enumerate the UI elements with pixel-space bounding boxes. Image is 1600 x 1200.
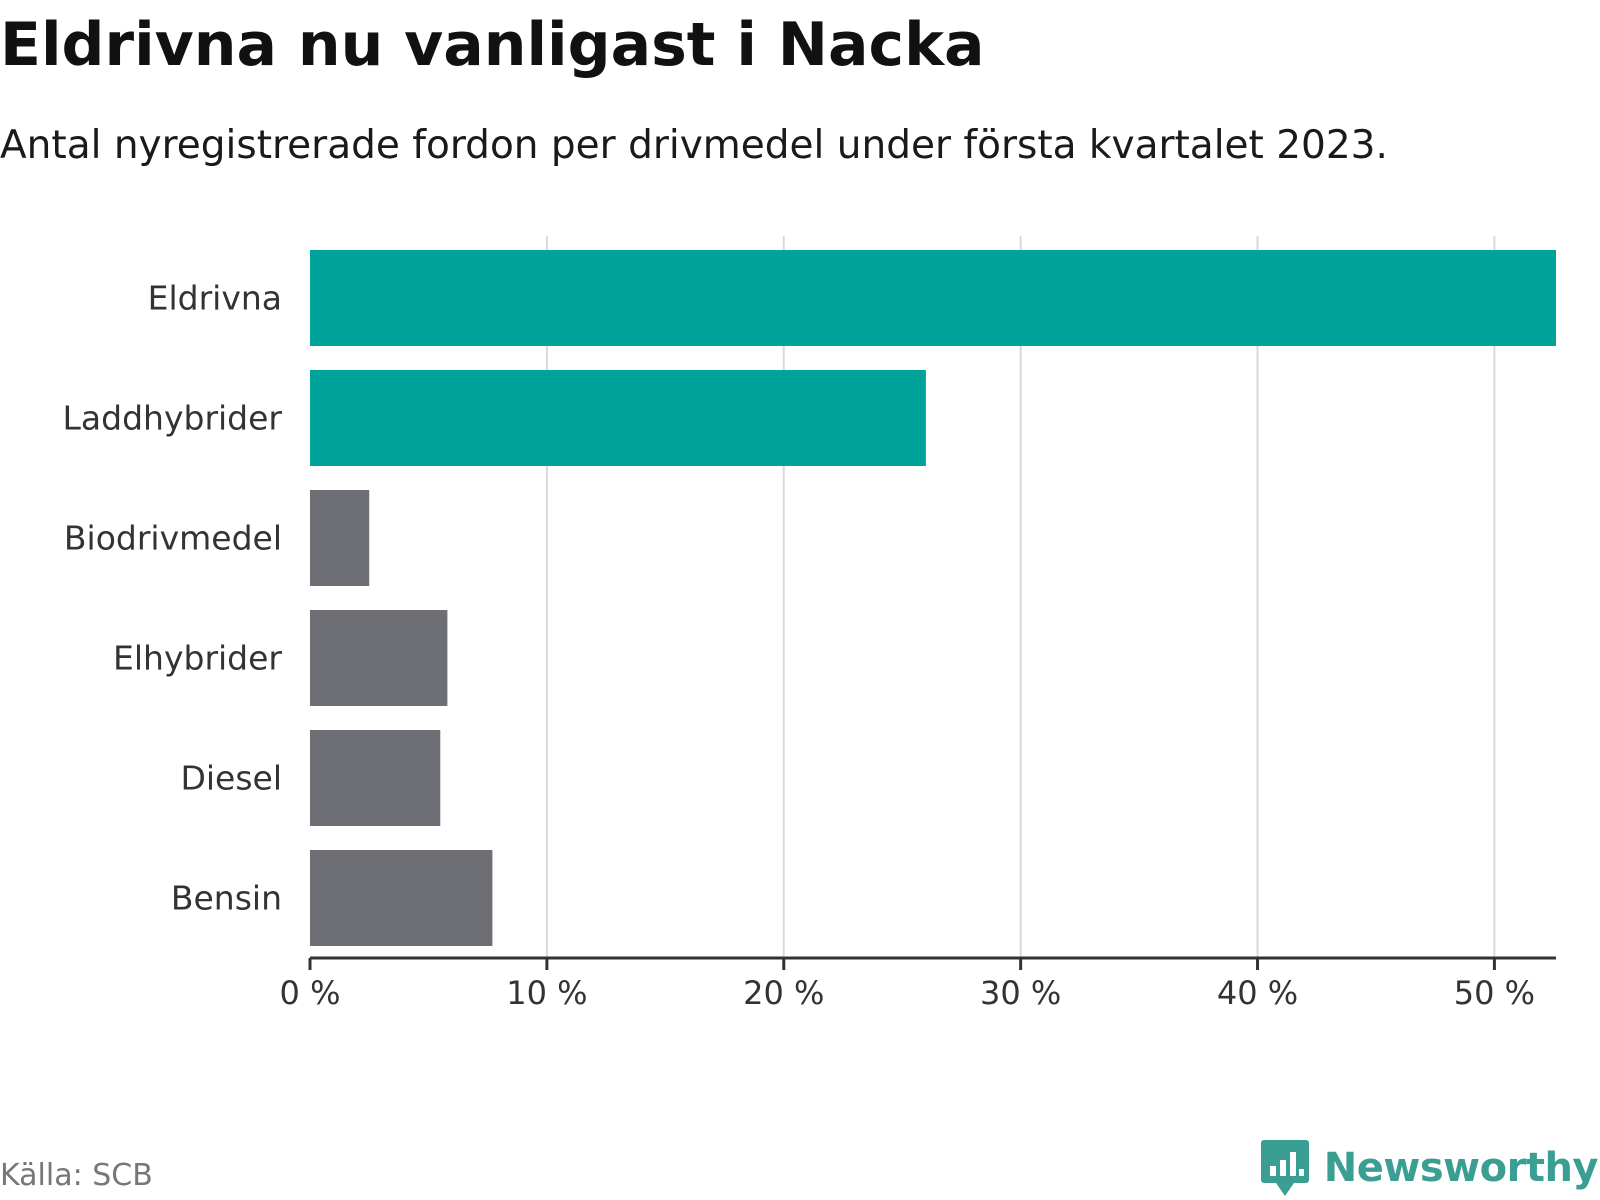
- gridlines: [545, 236, 1496, 958]
- chart-title: Eldrivna nu vanligast i Nacka: [0, 10, 985, 80]
- chart-subtitle: Antal nyregistrerade fordon per drivmede…: [0, 123, 1388, 168]
- bar-diesel: [310, 730, 441, 826]
- category-labels: Eldrivna Laddhybrider Biodrivmedel Elhybrid…: [63, 279, 283, 918]
- bar-bensin: [310, 850, 493, 946]
- bar-laddhybrider: [310, 370, 926, 466]
- category-label-laddhybrider: Laddhybrider: [63, 399, 283, 438]
- category-label-diesel: Diesel: [180, 759, 282, 798]
- bar-chart: Eldrivna Laddhybrider Biodrivmedel Elhybrid…: [63, 236, 1556, 1012]
- newsworthy-logo: Newsworthy: [1260, 1138, 1599, 1198]
- x-tick-label-30: 30 %: [980, 974, 1061, 1012]
- x-tick-label-40: 40 %: [1217, 974, 1298, 1012]
- bar-biodrivmedel: [310, 490, 370, 586]
- newsworthy-chart-bubble-icon: [1260, 1140, 1309, 1196]
- x-axis: 0 % 10 % 20 % 30 % 40 % 50 %: [280, 956, 1556, 1012]
- bar-eldrivna: [310, 250, 1556, 346]
- x-tick-label-20: 20 %: [743, 974, 824, 1012]
- category-label-elhybrider: Elhybrider: [113, 639, 282, 678]
- x-tick-label-10: 10 %: [506, 974, 587, 1012]
- category-label-bensin: Bensin: [171, 879, 282, 918]
- bars: [310, 250, 1556, 946]
- x-tick-label-50: 50 %: [1454, 974, 1535, 1012]
- category-label-eldrivna: Eldrivna: [148, 279, 282, 318]
- category-label-biodrivmedel: Biodrivmedel: [64, 519, 282, 558]
- source-note: Källa: SCB: [0, 1158, 153, 1193]
- bar-elhybrider: [310, 610, 448, 706]
- x-tick-label-0: 0 %: [280, 974, 341, 1012]
- logo-text: Newsworthy: [1323, 1145, 1599, 1191]
